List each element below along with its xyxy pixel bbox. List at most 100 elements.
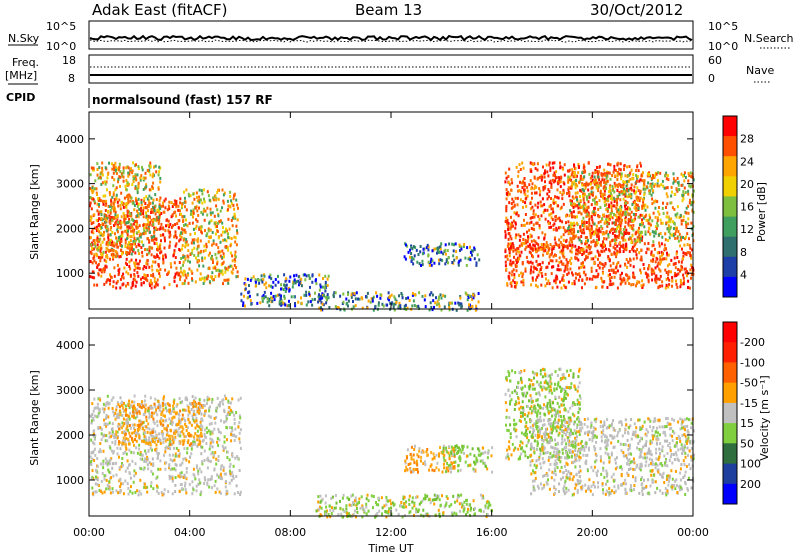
power-cell [686,251,689,254]
power-cell [118,162,121,166]
noise-sky-trace [89,34,693,42]
power-cell [601,262,604,266]
power-cell [141,254,144,258]
power-cell [207,227,210,231]
power-cell [233,207,236,211]
velocity-cell [209,459,212,463]
power-cell [100,210,103,214]
power-cell [571,271,573,275]
power-cell [393,295,396,299]
velocity-cell [112,396,115,400]
power-cell [196,195,198,199]
power-cell [317,300,320,304]
power-cell [209,228,212,232]
power-cell [151,264,153,268]
velocity-cell [126,413,129,417]
power-cell [236,274,239,278]
power-cell [619,273,622,277]
power-cell [155,242,158,246]
power-cell [179,201,182,205]
power-cell [673,192,676,196]
power-cell [266,297,269,301]
velocity-cell [164,406,167,410]
power-cell [137,181,140,185]
power-cell [515,252,518,256]
power-cell [214,221,217,225]
power-cell [674,213,677,217]
power-cell [194,226,197,230]
power-cell [468,294,471,298]
power-cell [127,200,130,204]
power-cell [530,239,533,243]
power-cell [164,255,167,259]
power-cell [562,191,565,195]
power-cell [603,242,605,246]
power-cell [124,217,127,221]
velocity-cell [132,451,135,455]
power-cell [647,266,650,270]
power-cell [448,306,451,310]
power-cell [595,182,598,186]
power-cell [512,249,515,253]
velocity-cell [144,457,147,461]
power-cell [120,237,123,241]
power-cell [168,283,171,286]
power-cell [200,225,203,229]
power-cell [654,260,657,264]
power-cell [567,231,570,235]
power-cell [554,179,556,183]
power-cell [129,199,132,203]
power-cell [379,296,382,300]
velocity-cell [124,469,127,473]
power-cell [541,231,544,235]
power-cell [682,174,685,178]
power-cell [597,251,600,255]
power-cell [556,277,559,281]
power-cell [547,246,550,249]
power-cell [409,248,411,252]
power-cell [651,253,654,257]
velocity-cell [174,490,177,493]
power-cell [121,230,124,234]
power-cell [594,169,597,172]
power-cell [590,251,593,255]
power-cell [132,248,135,252]
velocity-cell [217,427,220,431]
power-cell [520,223,523,227]
velocity-cell [173,398,176,402]
power-cell [394,297,397,301]
power-cell [619,282,622,286]
power-cell [160,239,162,243]
power-cell [622,236,625,240]
power-cell [545,277,547,281]
power-cell [150,274,153,277]
power-cell [133,208,136,212]
power-cell [554,281,557,285]
power-cell [617,261,620,265]
power-cell [97,262,100,266]
power-cell [133,261,136,265]
velocity-cell [125,447,128,451]
power-cell [185,276,188,280]
power-cell [214,275,217,278]
power-cell [129,239,132,243]
power-cell [588,216,591,220]
power-cell [135,224,138,228]
power-cell [665,177,668,181]
power-cell [639,196,642,200]
power-cell [105,280,108,284]
velocity-cell [174,476,177,479]
power-cell [196,240,199,244]
power-cell [613,190,616,194]
power-cell [152,219,155,223]
velocity-cell [140,467,143,471]
power-cell [639,223,641,227]
power-cell [667,239,670,242]
power-cell [158,199,161,203]
velocity-cell [116,401,119,405]
velocity-cell [91,475,94,479]
power-cell [90,207,93,211]
power-cell [414,245,417,249]
power-cell [691,266,694,270]
power-cell [152,223,155,226]
